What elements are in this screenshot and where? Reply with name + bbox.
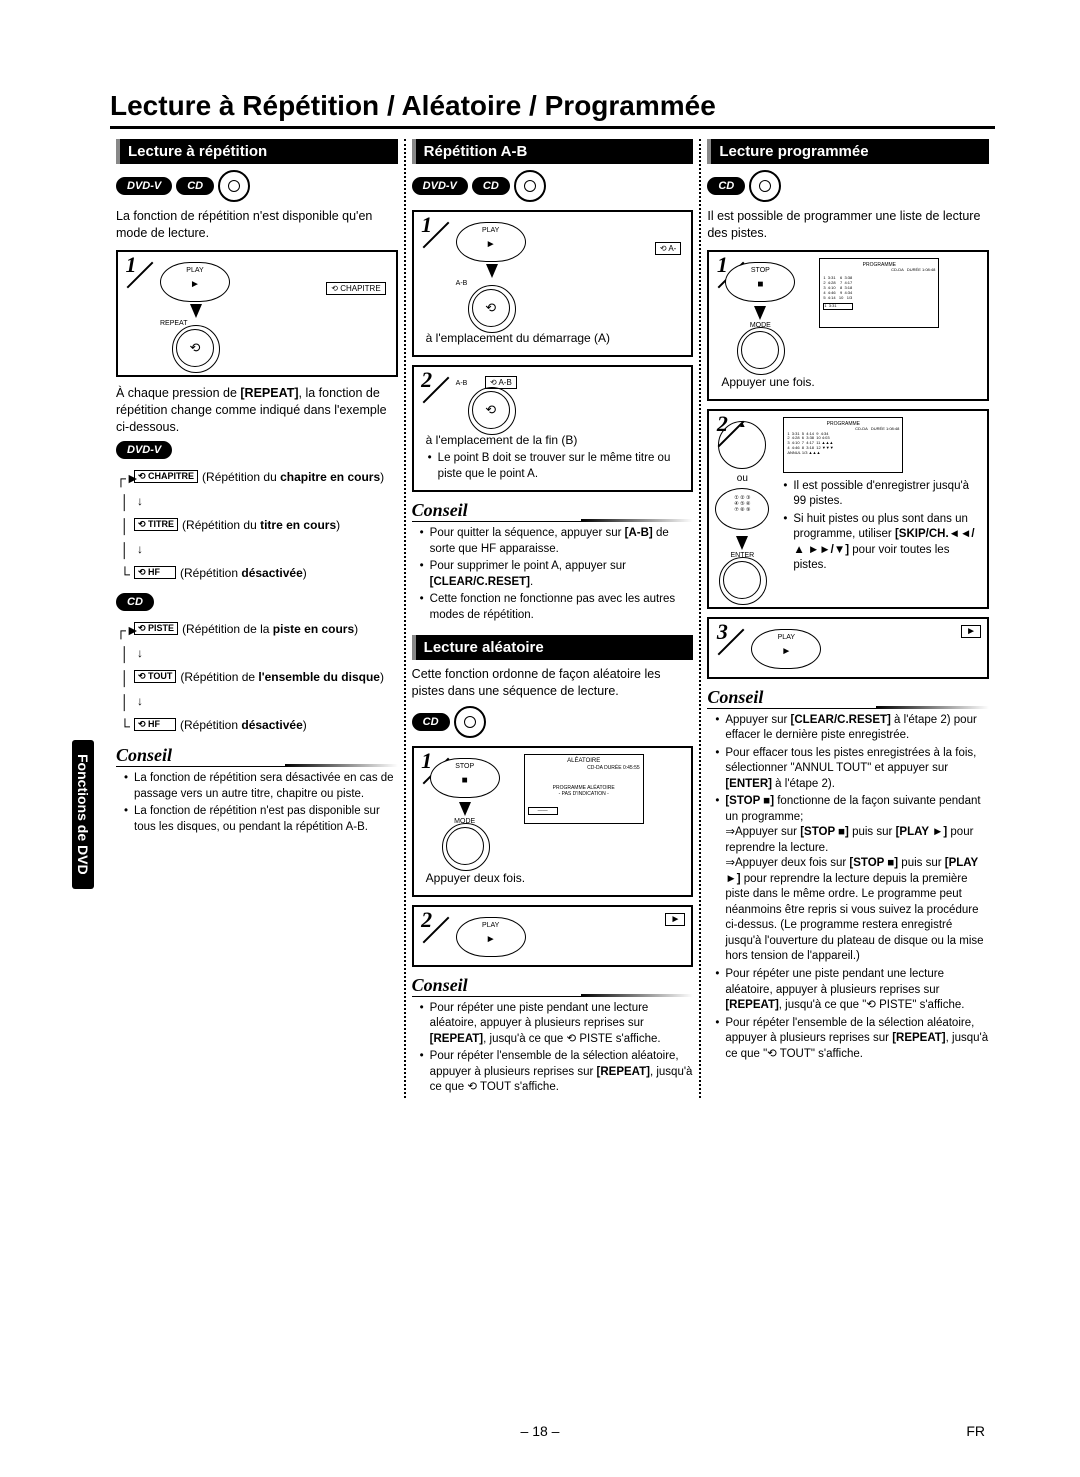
intro-program: Il est possible de programmer une liste …: [707, 208, 989, 242]
side-tab: Fonctions de DVD: [72, 740, 94, 889]
arrow-3: [459, 802, 471, 816]
col-program: Lecture programmée CD Il est possible de…: [701, 139, 995, 1098]
cap-ab1: à l'emplacement du démarrage (A): [426, 331, 686, 345]
stepnum-1: 1: [116, 250, 144, 278]
header-random: Lecture aléatoire: [412, 635, 694, 660]
step2-prog: 2 ▲ ou ① ② ③④ ⑤ ⑥⑦ ⑧ ⑨ ENTER: [707, 409, 989, 609]
cap-ab2: à l'emplacement de la fin (B): [426, 433, 686, 447]
remote-play-p: PLAY ►: [751, 629, 821, 669]
step2-ab: 2 A-B ⟲ A-B ⟲ à l'emplacement de la fin …: [412, 365, 694, 492]
header-ab: Répétition A-B: [412, 139, 694, 164]
cap-random1: Appuyer deux fois.: [426, 871, 686, 885]
arrow-2: [486, 264, 498, 278]
display-prog1: PROGRAMME CD-DA DURÉE 1:08:48 1 3:31 6 3…: [819, 258, 939, 328]
modes-dvd: ┌►⟲ CHAPITRE(Répétition du chapitre en c…: [116, 467, 398, 585]
col-ab-random: Répétition A-B DVD-V CD 1 PLAY ► ⟲ A- A-…: [406, 139, 702, 1098]
btn-mode: [446, 827, 484, 865]
intro-random: Cette fonction ordonne de façon aléatoir…: [412, 666, 694, 700]
label-or: ou: [737, 473, 748, 484]
page-lang: FR: [966, 1423, 985, 1439]
play-icon-p: ►: [961, 625, 981, 638]
btn-ab: ⟲: [472, 289, 510, 327]
conseil-2b: Conseil: [412, 975, 694, 997]
step1-ab: 1 PLAY ► ⟲ A- A-B ⟲ à l'emplacement du d…: [412, 210, 694, 357]
remote-stop-p: STOP ■: [725, 262, 795, 302]
step2-random: 2 ► PLAY ►: [412, 905, 694, 967]
stepnum-2b: 2: [412, 365, 440, 393]
intro-repeat: La fonction de répétition n'est disponib…: [116, 208, 398, 242]
step1-prog: 1 STOP ■ MODE PROGRAMME CD-DA DURÉE 1:08: [707, 250, 989, 401]
play-icon-r: ►: [665, 913, 685, 926]
step1-random: 1 STOP ■ MODE ALÉATOIRE CD-DA DURÉE 0:45: [412, 746, 694, 897]
step2-notes: Il est possible d'enregistrer jusqu'à 99…: [775, 479, 981, 574]
modes-cd: ┌►⟲ PISTE(Répétition de la piste en cour…: [116, 619, 398, 737]
cap-prog1: Appuyer une fois.: [721, 375, 981, 389]
conseil-2a: Conseil: [412, 500, 694, 522]
header-repeat: Lecture à répétition: [116, 139, 398, 164]
remote-play-r: PLAY ►: [456, 917, 526, 957]
badge-disc-4: [749, 170, 781, 202]
remote-play-ab: PLAY ►: [456, 222, 526, 262]
conseil-1: Conseil: [116, 745, 398, 767]
badge-dvdv-3: DVD-V: [412, 177, 468, 195]
badge-dvdv-2: DVD-V: [116, 441, 172, 459]
stepnum-3p: 3: [707, 617, 735, 645]
btn-ab2: ⟲: [472, 391, 510, 429]
page-title: Lecture à Répétition / Aléatoire / Progr…: [110, 90, 995, 129]
btn-enter: [723, 561, 761, 599]
tips-2a: Pour quitter la séquence, appuyer sur [A…: [412, 526, 694, 623]
arrow-icon: [190, 304, 202, 318]
tips-2b: Pour répéter une piste pendant une lectu…: [412, 1001, 694, 1096]
badge-dvdv: DVD-V: [116, 177, 172, 195]
badge-cd-5: CD: [707, 177, 745, 195]
badge-disc-icon: [218, 170, 250, 202]
badge-cd-3: CD: [472, 177, 510, 195]
stepnum-2r: 2: [412, 905, 440, 933]
remote-repeat-btn: ⟲: [176, 329, 214, 367]
col-repeat: Lecture à répétition DVD-V CD La fonctio…: [110, 139, 406, 1098]
screen-tag-chapitre: ⟲ CHAPITRE: [326, 282, 385, 295]
badge-disc-3: [454, 706, 486, 738]
arrow-5: [736, 536, 748, 550]
enter-pad: ▲: [718, 421, 766, 469]
label-ab2: A-B: [456, 380, 468, 387]
btn-mode-p: [741, 331, 779, 369]
num-pad: ① ② ③④ ⑤ ⑥⑦ ⑧ ⑨: [715, 488, 769, 530]
explain-repeat: À chaque pression de [REPEAT], la foncti…: [116, 385, 398, 436]
arrow-4: [754, 306, 766, 320]
page-number: – 18 –: [0, 1423, 1080, 1439]
header-program: Lecture programmée: [707, 139, 989, 164]
tips-1: La fonction de répétition sera désactivé…: [116, 771, 398, 835]
tag-a: ⟲ A-: [655, 242, 681, 255]
remote-play: PLAY ►: [160, 262, 230, 302]
badge-cd: CD: [176, 177, 214, 195]
note-ab: Le point B doit se trouver sur le même t…: [430, 451, 686, 482]
step1-repeat: 1 PLAY ► ⟲ CHAPITRE REPEAT ⟲: [116, 250, 398, 377]
conseil-3: Conseil: [707, 687, 989, 709]
remote-stop: STOP ■: [430, 758, 500, 798]
badge-disc-2: [514, 170, 546, 202]
badge-cd-4: CD: [412, 713, 450, 731]
stepnum-1b: 1: [412, 210, 440, 238]
tips-3: Appuyer sur [CLEAR/C.RESET] à l'étape 2)…: [707, 713, 989, 1062]
display-prog2: PROGRAMME CD-DA DURÉE 1:08:48 1 3:31 5 4…: [783, 417, 903, 473]
badge-cd-2: CD: [116, 593, 154, 611]
display-random: ALÉATOIRE CD-DA DURÉE 0:45:55 PROGRAMME …: [524, 754, 644, 824]
step3-prog: 3 ► PLAY ►: [707, 617, 989, 679]
